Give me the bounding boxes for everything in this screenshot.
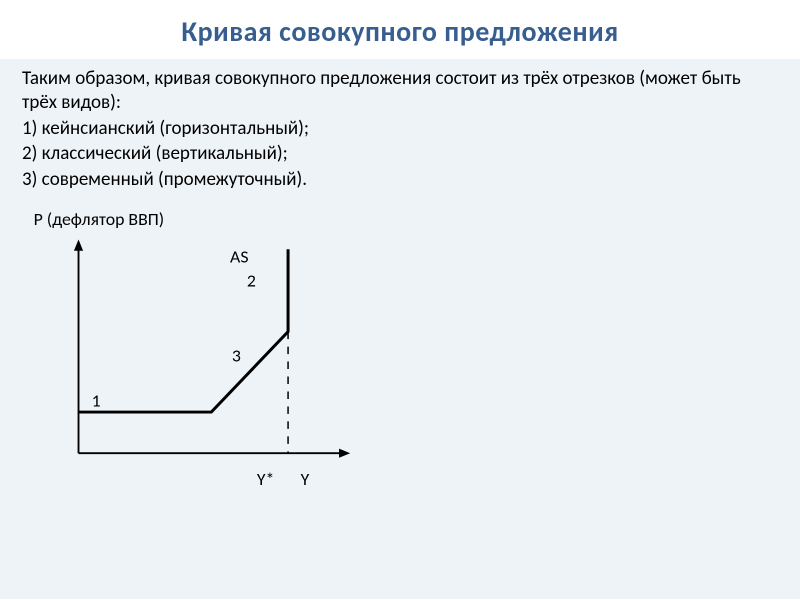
intro-text: Таким образом, кривая совокупного предло… bbox=[22, 67, 778, 115]
slide-title: Кривая совокупного предложения bbox=[0, 0, 800, 59]
chart-label-y_axis_label: P (дефлятор ВВП) bbox=[34, 210, 165, 230]
chart-label-x_tick_label: Y* bbox=[257, 468, 275, 490]
list-item-2: 2) классический (вертикальный); bbox=[22, 142, 778, 166]
body-panel: Таким образом, кривая совокупного предло… bbox=[0, 59, 800, 599]
list-item-3: 3) современный (промежуточный). bbox=[22, 168, 778, 192]
slide: Кривая совокупного предложения Таким обр… bbox=[0, 0, 800, 600]
list-item-1: 1) кейнсианский (горизонтальный); bbox=[22, 117, 778, 141]
chart-label-seg1: 1 bbox=[92, 389, 101, 411]
chart-label-curve_label: AS bbox=[230, 245, 248, 267]
chart-label-x_axis_label: Y bbox=[301, 468, 310, 490]
chart-label-seg2: 2 bbox=[247, 269, 256, 291]
as-curve-chart: P (дефлятор ВВП) AS 1 2 3 Y* Y bbox=[22, 210, 778, 500]
chart-label-seg3: 3 bbox=[232, 344, 241, 366]
